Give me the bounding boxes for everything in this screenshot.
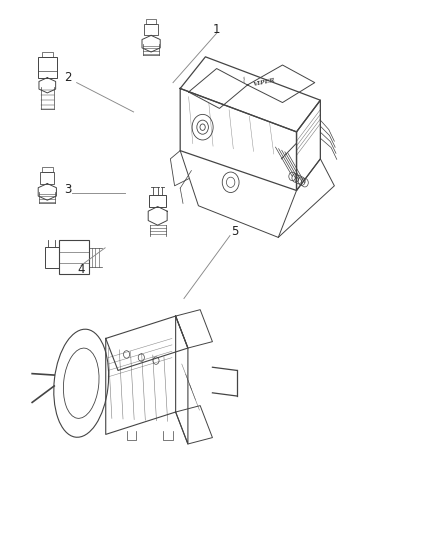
Bar xyxy=(40,172,54,183)
Text: VIPER: VIPER xyxy=(253,78,276,87)
Text: 4: 4 xyxy=(77,263,85,276)
Bar xyxy=(42,167,53,172)
Bar xyxy=(38,58,57,78)
Bar xyxy=(144,23,158,35)
Text: 2: 2 xyxy=(64,71,72,84)
Text: /: / xyxy=(243,77,247,84)
Bar xyxy=(146,19,156,23)
Text: 5: 5 xyxy=(231,225,238,238)
Bar xyxy=(149,195,166,207)
Bar xyxy=(59,240,89,274)
Bar xyxy=(45,247,59,268)
Text: 3: 3 xyxy=(64,183,71,196)
Bar xyxy=(42,52,53,58)
Text: 1: 1 xyxy=(213,23,221,36)
